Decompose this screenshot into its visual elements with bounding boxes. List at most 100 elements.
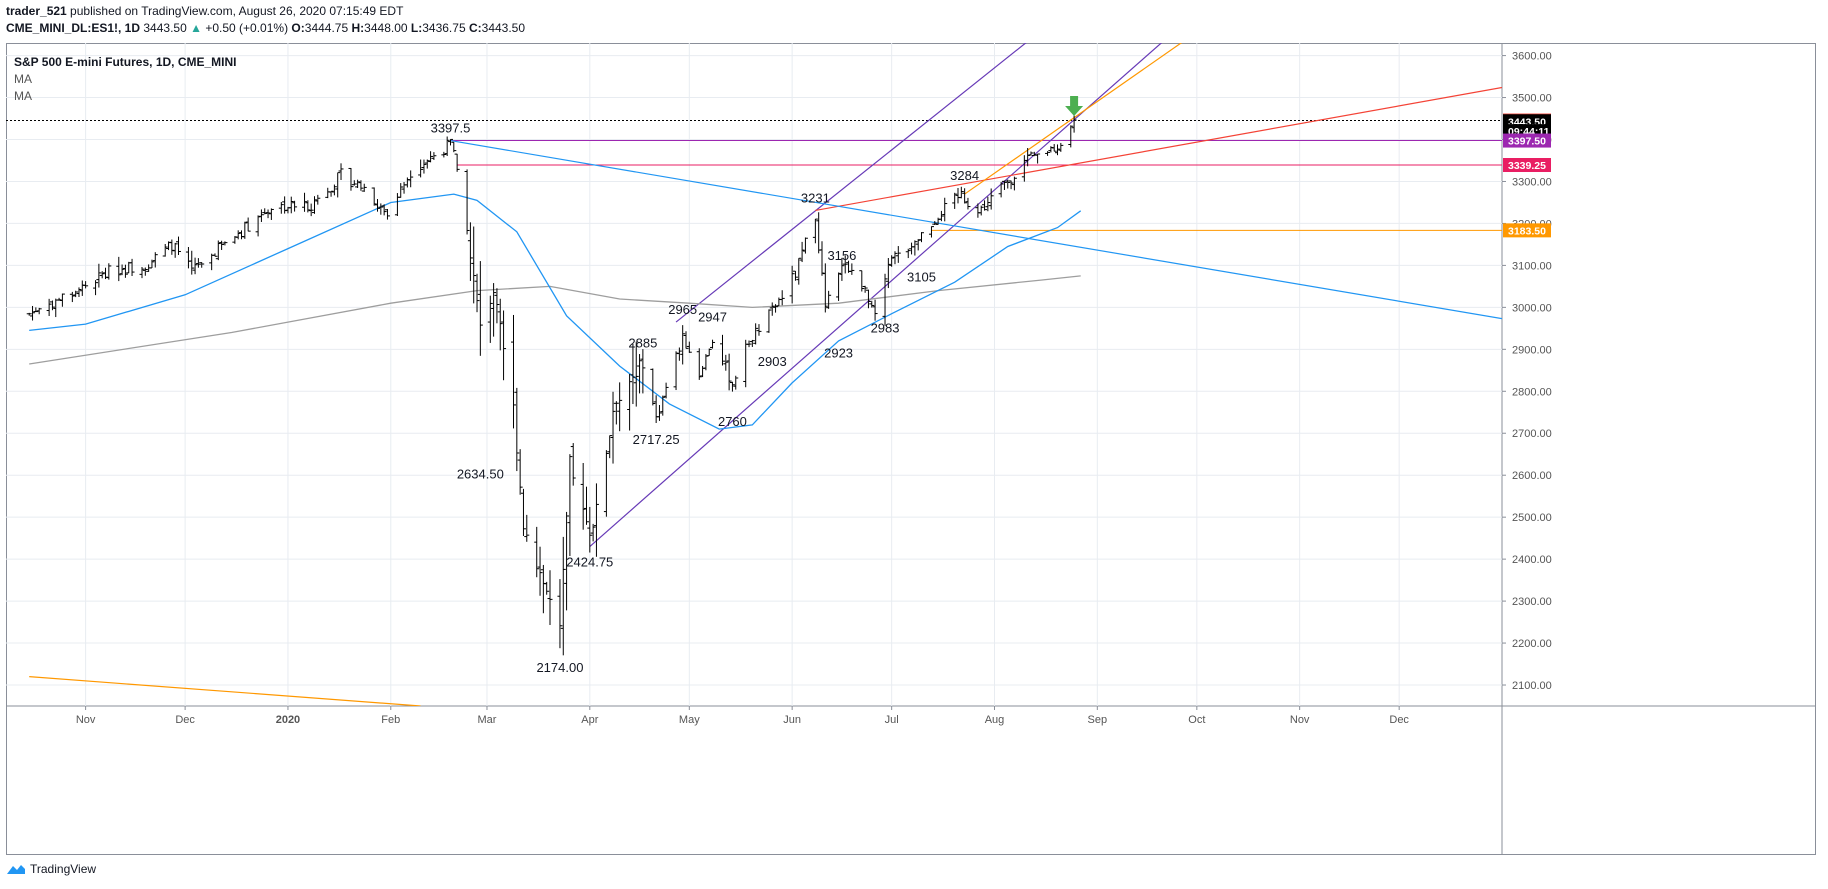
ohlc-bar [421,159,427,174]
ohlc-bar [593,483,599,557]
ohlc-bar [726,353,732,391]
ohlc-bar [189,250,195,275]
price-label: 2965 [668,302,697,317]
ohlc-bar [676,347,682,361]
ohlc-bar [955,187,961,204]
x-tick-label: Dec [1389,714,1409,726]
ohlc-bar [192,257,198,275]
axis-badge-bg [1503,223,1551,238]
price-chart[interactable]: 2100.00 2200.00 2300.00 2400.00 2500.00 2600.… [6,43,1816,855]
price-label: 2885 [628,336,657,351]
ohlc-bar [288,196,294,214]
ohlc-bar [905,248,911,259]
price-label: 3397.5 [431,121,471,136]
ohlc-bar [607,435,613,459]
x-tick-label: Jun [783,714,801,726]
ohlc-bar [683,331,689,349]
ohlc-bar [331,184,337,196]
y-tick-label: 2800.00 [1512,386,1552,398]
legend-ma-1[interactable]: MA [14,72,32,86]
ohlc-bar [1031,151,1037,157]
ohlc-bar [895,246,901,263]
legend-title[interactable]: S&P 500 E-mini Futures, 1D, CME_MINI [14,55,237,69]
ohlc-bar [985,196,991,212]
close-label: C: [468,21,482,35]
ohlc-bar [242,221,248,239]
ohlc-bar [656,405,662,421]
y-tick-label: 3300.00 [1512,176,1552,188]
ohlc-bar [982,200,988,211]
ohlc-bar [603,450,609,517]
ohlc-bar [779,290,785,306]
ohlc-bar [371,187,377,206]
y-tick-label: 2700.00 [1512,428,1552,440]
ohlc-bar [315,194,321,205]
ohlc-bar [1028,151,1034,156]
footer-brand[interactable]: TradingView [6,862,96,876]
ohlc-line: CME_MINI_DL:ES1!, 1D 3443.50 ▲ +0.50 (+0… [6,21,525,35]
ohlc-bar [239,230,245,240]
y-tick-label: 2100.00 [1512,680,1552,692]
ohlc-bar [547,570,553,625]
ohlc-bar [1058,142,1064,152]
ohlc-bar [106,263,112,280]
ohlc-bar [195,258,201,268]
trend-line-channel-high [675,43,1027,323]
ohlc-bar [398,183,404,198]
ohlc-bar [769,302,775,316]
axis-badge-label: 3397.50 [1508,136,1546,148]
ohlc-bar [454,153,460,172]
ohlc-bar [822,263,828,313]
ohlc-bar [139,267,145,279]
ohlc-bar [169,239,175,255]
ohlc-bar [564,511,570,611]
publisher-user[interactable]: trader_521 [6,4,67,18]
ohlc-bar [723,354,729,371]
chart-legend: S&P 500 E-mini Futures, 1D, CME_MINI MA … [14,54,237,105]
ohlc-bar [375,199,381,212]
x-tick-label: Aug [985,714,1005,726]
ohlc-bar [408,170,414,188]
ohlc-bar [524,514,530,542]
ohlc-bar [1055,144,1061,156]
ohlc-bar [627,374,633,431]
ohlc-bar [537,546,543,596]
low-value: 3436.75 [422,21,466,35]
ohlc-bar [129,258,135,276]
ohlc-bar [965,197,971,210]
ohlc-bar [978,205,984,216]
ohlc-bar [116,256,122,282]
ohlc-bar [789,265,795,304]
moving-average-slow [29,275,1081,365]
ohlc-bar [361,183,367,192]
chart-border [6,43,1816,855]
legend-ma-2[interactable]: MA [14,89,32,103]
ohlc-bar [93,280,99,296]
ohlc-bar [142,267,148,276]
ohlc-bar [36,307,42,315]
ohlc-bar [122,264,128,278]
price-label: 2717.25 [633,432,680,447]
x-tick-label: Apr [581,714,598,726]
plot-layer: 3397.5 2634.50 2174.00 2424.75 2885 2717.25 29… [6,43,1502,706]
ohlc-bar [1045,151,1051,156]
chart-frame[interactable]: 2100.00 2200.00 2300.00 2400.00 2500.00 2600.… [6,43,1816,855]
ohlc-bar [663,382,669,399]
price-label: 3105 [907,269,936,284]
ohlc-bar [491,283,497,337]
ohlc-bar [245,217,251,232]
trend-line-blue-trend [450,139,1502,320]
ohlc-bar [338,163,344,181]
ohlc-bar [378,203,384,215]
publisher-line: trader_521 published on TradingView.com,… [6,4,403,18]
ohlc-bar [33,307,39,313]
ohlc-bar [56,297,62,301]
ohlc-bar [1051,144,1057,152]
trend-line-red-trend [815,86,1502,212]
ohlc-bar [69,291,75,303]
ohlc-bar [1005,179,1011,189]
y-tick-label: 3500.00 [1512,93,1552,105]
ohlc-bar [511,314,517,429]
price-label: 2923 [824,346,853,361]
ohlc-bar [401,182,407,194]
